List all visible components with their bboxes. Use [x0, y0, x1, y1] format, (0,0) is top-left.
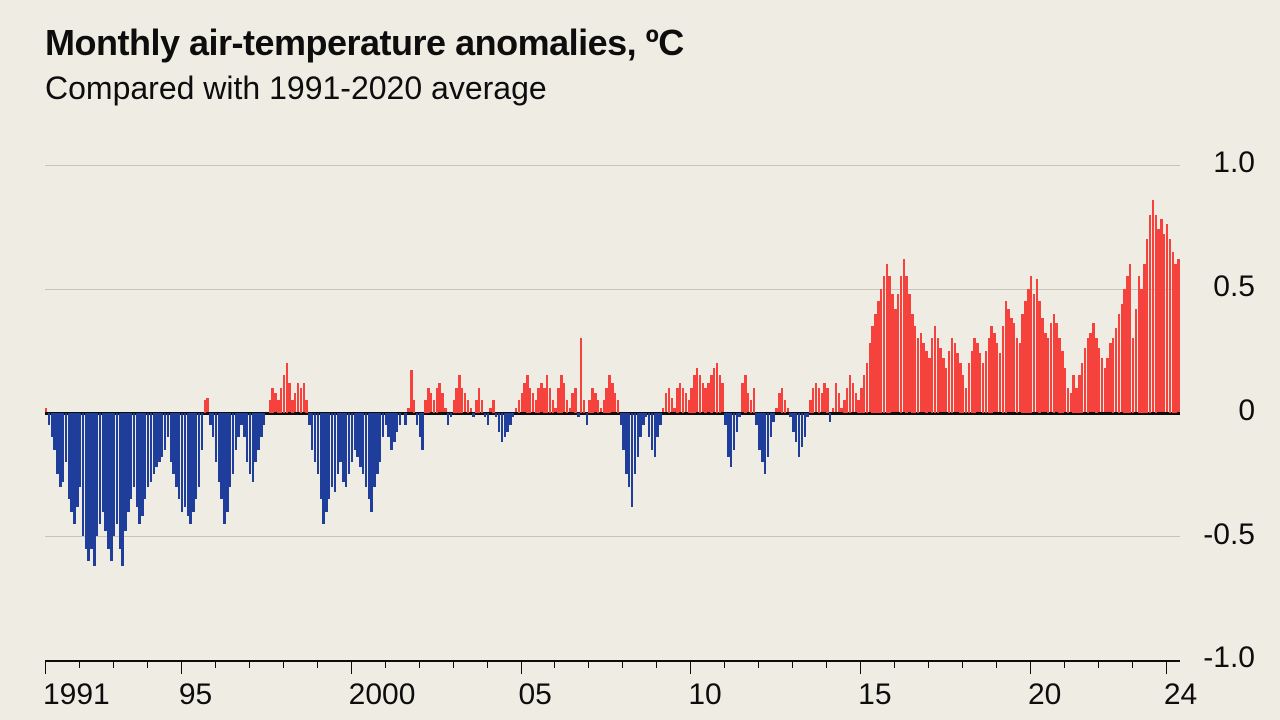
x-tick-mark [622, 660, 623, 668]
anomaly-bar [738, 413, 740, 418]
x-tick-mark [1030, 660, 1031, 674]
x-tick-mark [419, 660, 420, 668]
x-tick-mark [860, 660, 861, 674]
plot-area [45, 165, 1180, 660]
anomaly-bar [574, 388, 576, 413]
anomaly-bar [206, 398, 208, 413]
x-tick-mark [690, 660, 691, 674]
x-tick-label: 24 [1164, 678, 1197, 712]
x-tick-mark [385, 660, 386, 668]
gridline [45, 165, 1180, 166]
x-tick-mark [826, 660, 827, 668]
y-tick-label: 0.5 [1213, 270, 1255, 304]
anomaly-bar [617, 400, 619, 412]
anomaly-bar [772, 413, 774, 423]
x-tick-mark [283, 660, 284, 668]
anomaly-bar [421, 413, 423, 450]
x-tick-mark [351, 660, 352, 674]
anomaly-bar [826, 388, 828, 413]
x-tick-mark [792, 660, 793, 668]
x-tick-mark [147, 660, 148, 668]
x-tick-label: 95 [179, 678, 212, 712]
anomaly-bar [1177, 259, 1179, 412]
y-tick-label: 1.0 [1213, 146, 1255, 180]
x-tick-mark [894, 660, 895, 668]
x-tick-mark [758, 660, 759, 668]
x-tick-mark [317, 660, 318, 668]
chart-title: Monthly air-temperature anomalies, ºC [45, 22, 684, 64]
temperature-anomaly-chart: Monthly air-temperature anomalies, ºC Co… [0, 0, 1280, 720]
x-tick-label: 10 [688, 678, 721, 712]
anomaly-bar [586, 413, 588, 425]
anomaly-bar [492, 400, 494, 412]
x-tick-mark [656, 660, 657, 668]
x-tick-label: 1991 [43, 678, 110, 712]
x-tick-mark [962, 660, 963, 668]
x-tick-mark [1132, 660, 1133, 668]
y-tick-label: 0 [1238, 394, 1255, 428]
anomaly-bar [481, 400, 483, 412]
x-tick-mark [1098, 660, 1099, 668]
anomaly-bar [806, 413, 808, 418]
x-tick-mark [249, 660, 250, 668]
anomaly-bar [413, 400, 415, 412]
x-tick-mark [1166, 660, 1167, 674]
anomaly-bar [577, 413, 579, 418]
x-tick-mark [1064, 660, 1065, 668]
gridline [45, 289, 1180, 290]
x-tick-mark [996, 660, 997, 668]
x-tick-mark [724, 660, 725, 668]
x-tick-label: 2000 [349, 678, 416, 712]
x-tick-mark [113, 660, 114, 668]
anomaly-bar [583, 400, 585, 412]
x-tick-mark [487, 660, 488, 668]
x-tick-mark [554, 660, 555, 668]
x-tick-mark [453, 660, 454, 668]
anomaly-bar [512, 413, 514, 418]
anomaly-bar [659, 413, 661, 425]
anomaly-bar [305, 400, 307, 412]
y-tick-label: -1.0 [1203, 641, 1255, 675]
x-tick-mark [45, 660, 46, 674]
x-tick-label: 05 [519, 678, 552, 712]
anomaly-bar [721, 383, 723, 413]
x-tick-label: 20 [1028, 678, 1061, 712]
y-tick-label: -0.5 [1203, 518, 1255, 552]
x-tick-label: 15 [858, 678, 891, 712]
chart-subtitle: Compared with 1991-2020 average [45, 70, 547, 107]
anomaly-bar [753, 388, 755, 413]
anomaly-bar [201, 413, 203, 450]
anomaly-bar [472, 413, 474, 418]
anomaly-bar [450, 413, 452, 418]
anomaly-bar [404, 413, 406, 425]
x-tick-mark [521, 660, 522, 674]
anomaly-bar [399, 413, 401, 425]
x-tick-mark [928, 660, 929, 668]
anomaly-bar [829, 413, 831, 423]
x-tick-mark [181, 660, 182, 674]
x-tick-mark [215, 660, 216, 668]
x-tick-mark [79, 660, 80, 668]
anomaly-bar [487, 413, 489, 425]
anomaly-bar [263, 413, 265, 425]
x-tick-mark [588, 660, 589, 668]
gridline [45, 536, 1180, 537]
